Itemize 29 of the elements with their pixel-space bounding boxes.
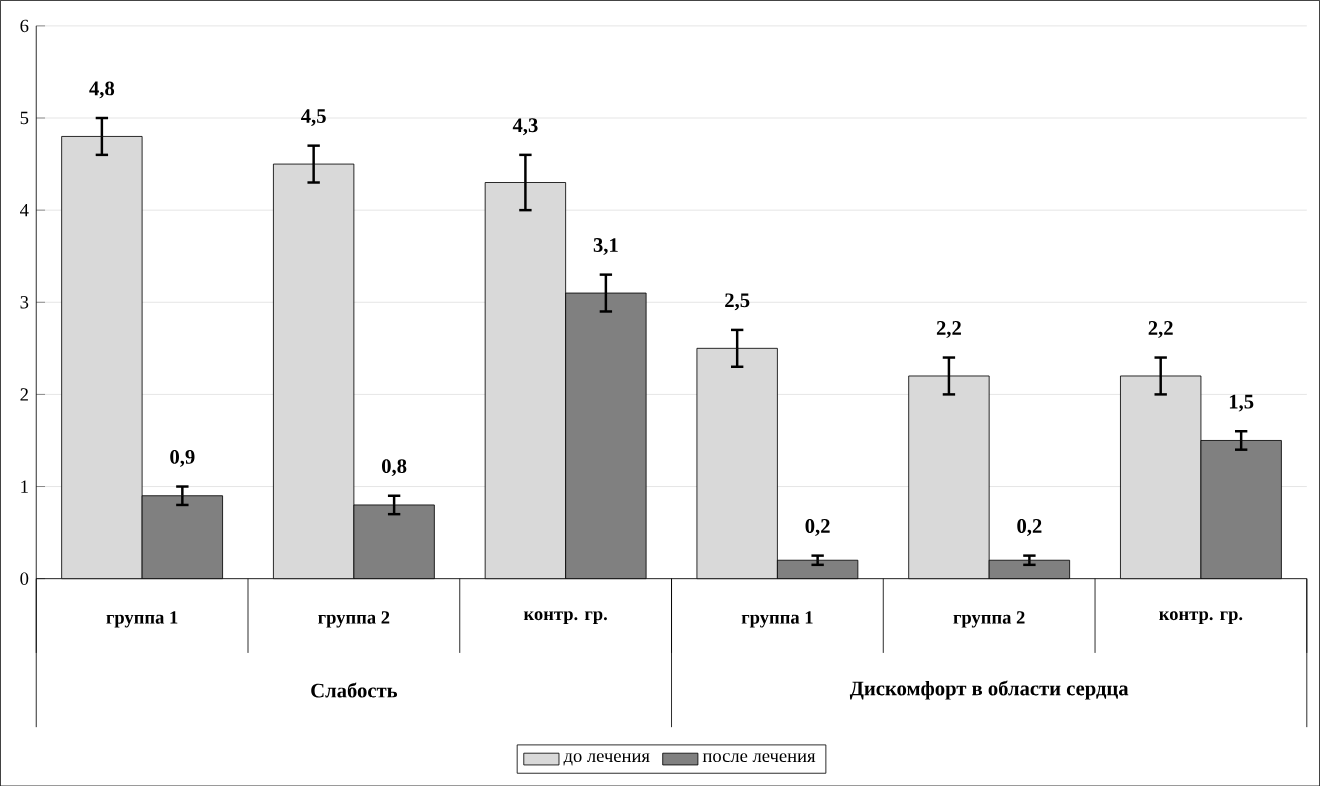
x-tick-label: группа 1 <box>106 611 178 628</box>
y-tick-label: 3 <box>20 295 29 309</box>
data-label: 2,2 <box>1148 320 1173 338</box>
y-tick-label: 1 <box>21 480 28 493</box>
data-label: 4,5 <box>301 108 326 126</box>
y-tick-label: 5 <box>20 111 29 124</box>
data-label: 3,1 <box>593 237 618 255</box>
x-tick-label: группа 2 <box>318 611 390 628</box>
y-tick-label: 6 <box>20 19 29 32</box>
data-label: 4,3 <box>512 118 538 135</box>
data-label: 2,5 <box>725 293 750 311</box>
y-tick-label: 0 <box>20 572 29 585</box>
data-label: 0,9 <box>170 449 195 467</box>
x-tick-label: контр. гр. <box>1159 611 1243 624</box>
data-label: 4,8 <box>89 81 115 99</box>
text: Слабость <box>311 682 398 698</box>
data-label: 1,5 <box>1229 394 1254 412</box>
y-tick-label: 2 <box>20 388 28 401</box>
data-label: 0,2 <box>805 518 830 536</box>
legend-label: до лечения <box>563 752 650 766</box>
data-label: 2,2 <box>936 320 961 338</box>
text: Дискомфорт в области сердца <box>849 680 1129 700</box>
data-label: 0,2 <box>1017 518 1042 536</box>
x-tick-label: контр. гр. <box>523 611 607 624</box>
legend-label: после лечения <box>702 752 816 762</box>
x-tick-label: группа 1 <box>741 611 813 628</box>
y-tick-label: 4 <box>20 203 29 217</box>
x-tick-label: группа 2 <box>953 611 1025 628</box>
data-label: 0,8 <box>382 458 407 476</box>
